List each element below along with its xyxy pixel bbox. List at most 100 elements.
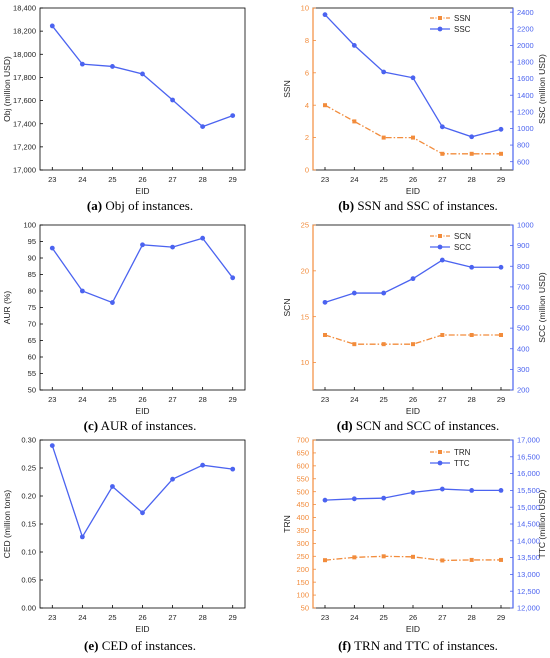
y2-tick-label: 14,000: [517, 536, 540, 545]
plot-frame: [312, 7, 514, 171]
series-line-scc: [324, 259, 501, 303]
x-tick-label: 28: [198, 175, 206, 184]
data-point: [351, 290, 357, 296]
data-point: [140, 71, 145, 77]
data-point: [410, 490, 416, 495]
x-axis-label: EID: [135, 186, 149, 196]
x-tick-label: 26: [138, 395, 146, 404]
y2-tick-label: 1000: [517, 124, 534, 133]
y-tick-label: 10: [301, 4, 309, 13]
y-tick-label: 20: [301, 266, 309, 275]
x-tick-label: 29: [497, 395, 505, 404]
y-tick-label: 4: [305, 101, 309, 110]
y-tick-label: 100: [23, 221, 36, 230]
data-point: [230, 275, 236, 281]
y-tick-label: 18,200: [13, 27, 36, 36]
y-axis-label: Obj (million USD): [2, 56, 12, 122]
caption-label: (f): [338, 638, 351, 653]
legend-label: SSN: [454, 14, 471, 23]
data-point: [498, 264, 504, 270]
data-point: [323, 333, 327, 337]
data-point: [499, 333, 503, 337]
x-tick-label: 26: [138, 613, 146, 622]
chart-caption: (f) TRN and TTC of instances.: [338, 638, 498, 653]
data-point: [230, 113, 236, 119]
legend-label: TRN: [454, 448, 471, 457]
data-point: [79, 288, 85, 294]
data-point: [498, 126, 504, 132]
y-tick-label: 85: [28, 270, 36, 279]
data-point: [200, 124, 206, 130]
x-tick-label: 29: [229, 395, 237, 404]
y-axis-label: AUR (%): [2, 291, 12, 325]
x-tick-label: 27: [438, 395, 446, 404]
data-point: [351, 42, 357, 48]
data-point: [323, 103, 327, 108]
x-tick-label: 23: [48, 613, 56, 622]
data-point: [381, 135, 386, 140]
legend-label: SCC: [454, 243, 471, 252]
x-tick-label: 24: [350, 395, 358, 404]
y2-tick-label: 16,000: [517, 469, 540, 478]
y2-tick-label: 800: [517, 262, 530, 271]
x-axis-label: EID: [135, 406, 149, 416]
y-tick-label: 0.05: [21, 576, 36, 585]
x-tick-label: 26: [409, 395, 417, 404]
x-tick-label: 29: [497, 613, 505, 622]
x-tick-label: 25: [108, 395, 116, 404]
data-point: [411, 342, 415, 347]
y-tick-label: 200: [296, 565, 309, 574]
data-point: [440, 558, 445, 563]
x-tick-label: 23: [48, 175, 56, 184]
legend-marker: [437, 26, 443, 32]
chart-panel-d: 23 24 25 26 27 28 29 EID 10 15 20 25 SCN 200 300 400 500…: [282, 221, 547, 433]
y2-tick-label: 400: [517, 344, 530, 353]
series-line-ssn: [324, 104, 501, 155]
y2-tick-label: 1200: [517, 107, 534, 116]
y-tick-label: 65: [28, 336, 36, 345]
plot-frame: [39, 7, 246, 171]
chart-caption: (b) SSN and SSC of instances.: [338, 198, 498, 213]
data-point: [469, 557, 474, 562]
data-point: [200, 462, 206, 468]
y2-tick-label: 13,500: [517, 553, 540, 562]
data-point: [170, 476, 175, 482]
x-tick-label: 25: [379, 395, 387, 404]
x-tick-label: 23: [321, 175, 329, 184]
y2-tick-label: 200: [517, 386, 530, 395]
y-tick-label: 15: [301, 312, 309, 321]
y-tick-label: 350: [296, 526, 309, 535]
y2-tick-label: 600: [517, 157, 530, 166]
data-point: [381, 69, 387, 75]
y2-tick-label: 600: [517, 303, 530, 312]
chart-panel-f: 23 24 25 26 27 28 29 EID 50 100 150 200 250 300 350 400…: [282, 436, 547, 653]
x-tick-label: 27: [168, 395, 176, 404]
y-tick-label: 0: [305, 166, 309, 175]
data-point: [440, 151, 445, 156]
x-tick-label: 24: [78, 613, 86, 622]
y-tick-label: 55: [28, 369, 36, 378]
data-point: [322, 299, 328, 305]
y2-tick-label: 17,000: [517, 436, 540, 445]
x-tick-label: 24: [350, 175, 358, 184]
plot-frame: [39, 224, 246, 391]
caption-text: Obj of instances.: [102, 198, 193, 213]
x-tick-label: 28: [467, 395, 475, 404]
data-point: [439, 124, 445, 130]
caption-text: SCN and SCC of instances.: [353, 418, 500, 433]
data-point: [381, 290, 387, 296]
y-tick-label: 0.30: [21, 436, 36, 445]
x-tick-label: 24: [78, 395, 86, 404]
y2-tick-label: 1000: [517, 221, 534, 230]
x-tick-label: 25: [108, 175, 116, 184]
y2-tick-label: 1600: [517, 74, 534, 83]
y2-axis-label: TTC (million USD): [537, 489, 547, 558]
y-tick-label: 50: [28, 386, 36, 395]
legend-marker: [437, 244, 443, 250]
x-tick-label: 27: [168, 175, 176, 184]
chart-caption: (e) CED of instances.: [84, 638, 196, 653]
data-point: [352, 119, 357, 124]
y2-tick-label: 2200: [517, 24, 534, 33]
y-tick-label: 50: [301, 604, 309, 613]
